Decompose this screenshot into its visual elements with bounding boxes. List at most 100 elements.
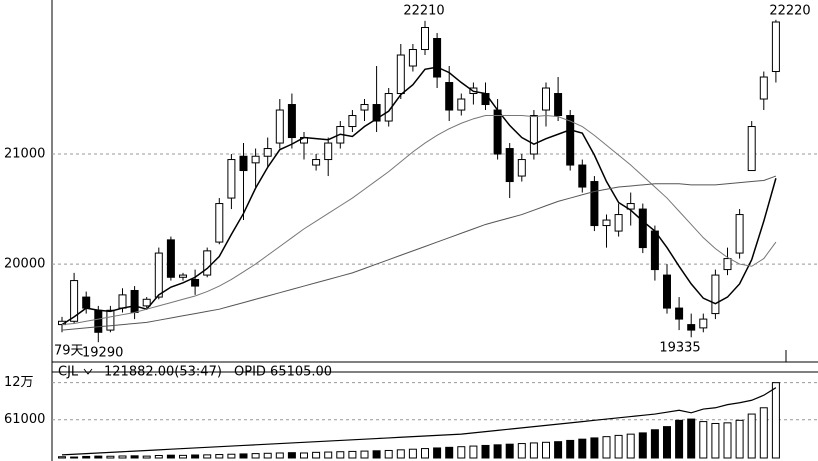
candle-body: [687, 324, 696, 331]
volume-bar: [300, 452, 308, 459]
volume-bar: [675, 419, 684, 459]
volume-bar: [227, 453, 236, 459]
candle-body: [614, 214, 623, 232]
candle-body: [675, 307, 684, 320]
volume-bar: [384, 449, 393, 459]
candle-body: [505, 148, 514, 183]
volume-bar: [505, 443, 514, 459]
volume-bar: [481, 444, 490, 459]
y-tick-label: 12万: [4, 375, 34, 390]
candle-body: [166, 239, 175, 278]
volume-bar: [433, 447, 442, 459]
volume-bar: [566, 439, 575, 459]
high-annotation: 22220: [769, 4, 810, 19]
volume-bar: [493, 444, 502, 459]
y-tick-label: 61000: [4, 412, 45, 427]
volume-bar: [203, 454, 212, 459]
candle-body: [154, 252, 163, 298]
volume-bar: [179, 454, 187, 459]
period-label: 79天: [54, 344, 84, 359]
candle-body: [251, 155, 260, 164]
low-annotation: 19290: [82, 346, 123, 361]
candle-body: [191, 278, 200, 287]
candle-body: [529, 115, 538, 155]
volume-bar: [239, 453, 248, 459]
candle-body: [372, 104, 381, 122]
candle-body: [723, 258, 732, 271]
volume-bar: [421, 448, 429, 459]
moving-average-line: [61, 175, 777, 331]
moving-average-line: [61, 66, 777, 326]
candle-body: [179, 274, 187, 278]
volume-bar: [602, 436, 611, 459]
candle-body: [130, 289, 139, 313]
info-label: CJL: [58, 365, 79, 380]
volume-bar: [590, 437, 599, 459]
volume-bar: [723, 422, 732, 459]
volume-bar: [287, 452, 296, 459]
volume-bar: [457, 446, 466, 459]
low-annotation: 19335: [659, 341, 700, 356]
candle-body: [421, 27, 429, 51]
candle-body: [445, 82, 454, 111]
volume-bar: [154, 454, 163, 459]
candle-body: [408, 49, 417, 67]
candle-body: [142, 298, 151, 307]
volume-bar: [372, 450, 381, 459]
volume-bar: [735, 419, 744, 459]
candle-body: [287, 104, 296, 139]
candle-body: [771, 21, 780, 73]
candle-body: [590, 181, 599, 227]
info-value: OPID 65105.00: [234, 365, 332, 380]
volume-bar: [687, 418, 696, 459]
volume-bar: [324, 451, 333, 459]
candle-body: [82, 296, 91, 309]
volume-bar: [263, 452, 272, 459]
volume-bar: [70, 456, 79, 459]
candle-body: [312, 159, 321, 166]
candle-body: [396, 54, 405, 95]
candle-body: [578, 164, 587, 188]
volume-bar: [711, 422, 720, 459]
candle-body: [650, 230, 659, 271]
candle-body: [735, 214, 744, 254]
candle-body: [118, 294, 127, 309]
volume-bar: [663, 426, 671, 459]
info-value: 121882.00(53:47): [104, 365, 222, 380]
volume-bar: [166, 454, 175, 459]
volume-bar: [578, 438, 587, 459]
volume-bar: [275, 452, 284, 459]
candle-body: [566, 115, 575, 166]
volume-bar: [650, 429, 659, 459]
volume-bar: [191, 454, 200, 459]
volume-bar: [517, 443, 526, 459]
candle-body: [663, 274, 671, 309]
volume-bar: [106, 455, 115, 459]
volume-bar: [58, 456, 66, 459]
volume-bar: [542, 441, 550, 459]
volume-bar: [638, 432, 647, 459]
volume-bar: [215, 454, 224, 459]
volume-bar: [336, 451, 345, 459]
volume-bar: [142, 455, 151, 459]
dropdown-icon[interactable]: [83, 368, 93, 375]
volume-bar: [360, 450, 369, 459]
candle-body: [626, 203, 635, 210]
volume-bar: [469, 445, 478, 459]
volume-bar: [554, 441, 563, 459]
candle-body: [542, 87, 550, 111]
y-tick-label: 20000: [4, 257, 45, 272]
candle-body: [324, 142, 333, 161]
volume-bar: [396, 449, 405, 459]
volume-bar: [771, 382, 780, 459]
volume-bar: [529, 442, 538, 459]
candle-body: [203, 250, 212, 276]
candle-body: [360, 104, 369, 111]
candle-body: [481, 93, 490, 106]
candle-body: [433, 38, 442, 78]
candle-body: [227, 159, 236, 199]
volume-bar: [118, 455, 127, 459]
y-tick-label: 21000: [4, 147, 45, 162]
volume-bar: [626, 433, 635, 459]
